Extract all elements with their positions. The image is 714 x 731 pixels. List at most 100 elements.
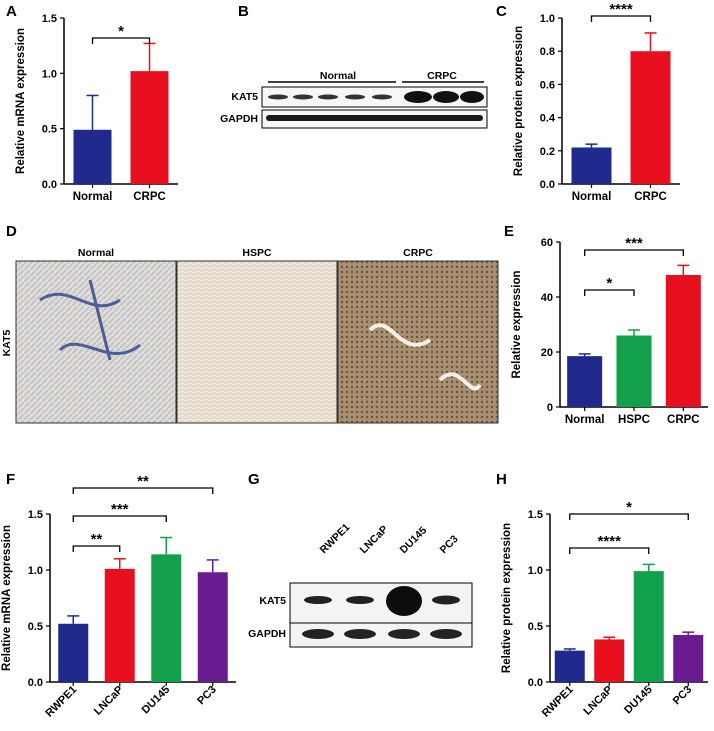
- chart-h-category-label-1: LNCaP: [581, 684, 615, 718]
- chart-f-sig-label-0: **: [91, 531, 103, 548]
- chart-f-bar-1: [104, 568, 135, 682]
- chart-e-ytick-label-1: 20: [541, 347, 553, 359]
- chart-a-sig-bracket-0: [91, 37, 151, 44]
- chart-h-sig-bracket-0: [569, 547, 650, 554]
- chart-c-ytick-label-3: 0.6: [540, 79, 555, 91]
- chart-h-category-label-0: RWPE1: [540, 684, 576, 720]
- panel-letter-a: A: [6, 3, 17, 20]
- ihc-image-crpc: [337, 260, 499, 424]
- chart-c-ytick-label-4: 0.8: [540, 46, 555, 58]
- chart-c-ytick-label-0: 0.0: [540, 179, 555, 191]
- chart-c-bar-0: [571, 147, 612, 184]
- chart-e-ytick-label-2: 40: [541, 292, 553, 304]
- chart-a-category-label-1: CRPC: [133, 191, 166, 203]
- chart-c-ylabel: Relative protein expression: [513, 26, 525, 176]
- chart-e-category-label-2: CRPC: [667, 414, 700, 426]
- chart-c-category-label-1: CRPC: [634, 191, 667, 203]
- panel-letter-d: D: [6, 223, 17, 240]
- chart-h-ytick-label-0: 0.0: [528, 677, 543, 689]
- chart-h-bar-2: [633, 571, 664, 682]
- chart-a-ytick-label-1: 0.5: [42, 124, 57, 136]
- ihc-col-normal: Normal: [78, 247, 114, 259]
- chart-h-category-label-3: PC3: [671, 684, 695, 708]
- chart-e-category-label-1: HSPC: [618, 414, 650, 426]
- blot-b-row-gapdh: GAPDH: [220, 113, 258, 125]
- chart-f-category-label-3: PC3: [195, 684, 219, 708]
- blot-g-lane-du145: DU145: [398, 524, 430, 556]
- ihc-col-hspc: HSPC: [242, 247, 272, 259]
- ihc-row-kat5: KAT5: [1, 330, 13, 357]
- chart-f-category-label-0: RWPE1: [43, 684, 79, 720]
- chart-e-sig-label-1: ***: [625, 235, 643, 252]
- chart-h-category-label-2: DU145: [622, 684, 655, 717]
- blot-b-group-crpc: CRPC: [427, 70, 457, 82]
- chart-e-ylabel: Relative expression: [511, 270, 523, 378]
- western-blot-b: Normal CRPC KAT5 GAPDH: [220, 70, 488, 129]
- blot-g-row-kat5: KAT5: [259, 595, 286, 607]
- chart-f-sig-bracket-2: [72, 487, 214, 494]
- chart-h-ytick-label-1: 0.5: [528, 621, 543, 633]
- chart-h-bar-3: [673, 634, 704, 682]
- chart-e-ytick-label-3: 60: [541, 237, 553, 249]
- chart-e-category-label-0: Normal: [565, 414, 605, 426]
- blot-g-lane-rwpe1: RWPE1: [318, 521, 353, 556]
- ihc-panel-d: Normal HSPC CRPC KAT5: [1, 247, 499, 424]
- chart-e-sig-label-0: *: [606, 275, 612, 292]
- chart-e-sig-bracket-0: [584, 289, 635, 296]
- chart-h-sig-label-1: *: [626, 499, 632, 516]
- chart-c-category-label-0: Normal: [572, 191, 612, 203]
- chart-h-sig-bracket-1: [569, 513, 689, 520]
- chart-f-bar-3: [197, 572, 228, 682]
- chart-c-ytick-label-1: 0.2: [540, 146, 555, 158]
- chart-f-ytick-label-1: 0.5: [28, 621, 43, 633]
- chart-f-category-label-2: DU145: [140, 684, 173, 717]
- ihc-col-crpc: CRPC: [403, 247, 433, 259]
- chart-c-sig-label-0: ****: [609, 1, 633, 18]
- chart-f-ytick-label-0: 0.0: [28, 677, 43, 689]
- chart-e-bar-1: [616, 335, 652, 407]
- panel-letter-b: B: [238, 3, 249, 20]
- chart-h-ylabel: Relative protein expression: [501, 523, 513, 673]
- chart-f-ytick-label-3: 1.5: [28, 509, 43, 521]
- panel-letter-h: H: [496, 471, 507, 488]
- chart-e-sig-bracket-1: [584, 249, 684, 256]
- panel-letter-c: C: [496, 3, 507, 20]
- chart-f-sig-label-1: ***: [111, 501, 129, 518]
- chart-f-bar-2: [151, 554, 182, 682]
- ihc-image-hspc: [176, 260, 338, 424]
- chart-f-ylabel: Relative mRNA expression: [1, 525, 13, 671]
- chart-c-sig-bracket-0: [590, 15, 652, 22]
- blot-b-row-kat5: KAT5: [231, 91, 258, 103]
- western-blot-g: RWPE1 LNCaP DU145 PC3 KAT5 GAPDH: [248, 521, 473, 648]
- chart-e-ytick-label-0: 0: [547, 402, 553, 414]
- chart-h-bar-0: [554, 650, 585, 682]
- chart-a-ytick-label-3: 1.5: [42, 13, 57, 25]
- chart-f-sig-label-2: **: [137, 473, 149, 490]
- chart-a-ytick-label-0: 0.0: [42, 179, 57, 191]
- chart-f-sig-bracket-1: [72, 515, 167, 522]
- panel-letter-f: F: [6, 471, 15, 488]
- chart-a-bar-1: [130, 71, 169, 184]
- chart-a-ylabel: Relative mRNA expression: [15, 28, 27, 174]
- chart-c-ytick-label-2: 0.4: [540, 113, 556, 125]
- chart-f-category-label-1: LNCaP: [92, 684, 126, 718]
- chart-f-sig-bracket-0: [72, 545, 121, 552]
- blot-g-row-gapdh: GAPDH: [248, 628, 286, 640]
- chart-h-bar-1: [594, 639, 625, 682]
- blot-b-group-normal: Normal: [320, 70, 356, 82]
- chart-a-sig-label-0: *: [118, 23, 124, 40]
- ihc-image-normal: [15, 260, 177, 424]
- chart-a-bar-0: [73, 129, 112, 184]
- chart-c-bar-1: [630, 51, 671, 185]
- chart-f-ytick-label-2: 1.0: [28, 565, 43, 577]
- chart-h-ytick-label-2: 1.0: [528, 565, 543, 577]
- blot-g-lane-pc3: PC3: [438, 533, 461, 556]
- chart-e-bar-0: [567, 356, 603, 407]
- panel-letter-e: E: [504, 223, 514, 240]
- panel-letter-g: G: [248, 471, 260, 488]
- chart-a-ytick-label-2: 1.0: [42, 68, 57, 80]
- blot-g-lane-lncap: LNCaP: [358, 523, 391, 556]
- chart-f-bar-0: [58, 623, 89, 682]
- chart-h-ytick-label-3: 1.5: [528, 509, 543, 521]
